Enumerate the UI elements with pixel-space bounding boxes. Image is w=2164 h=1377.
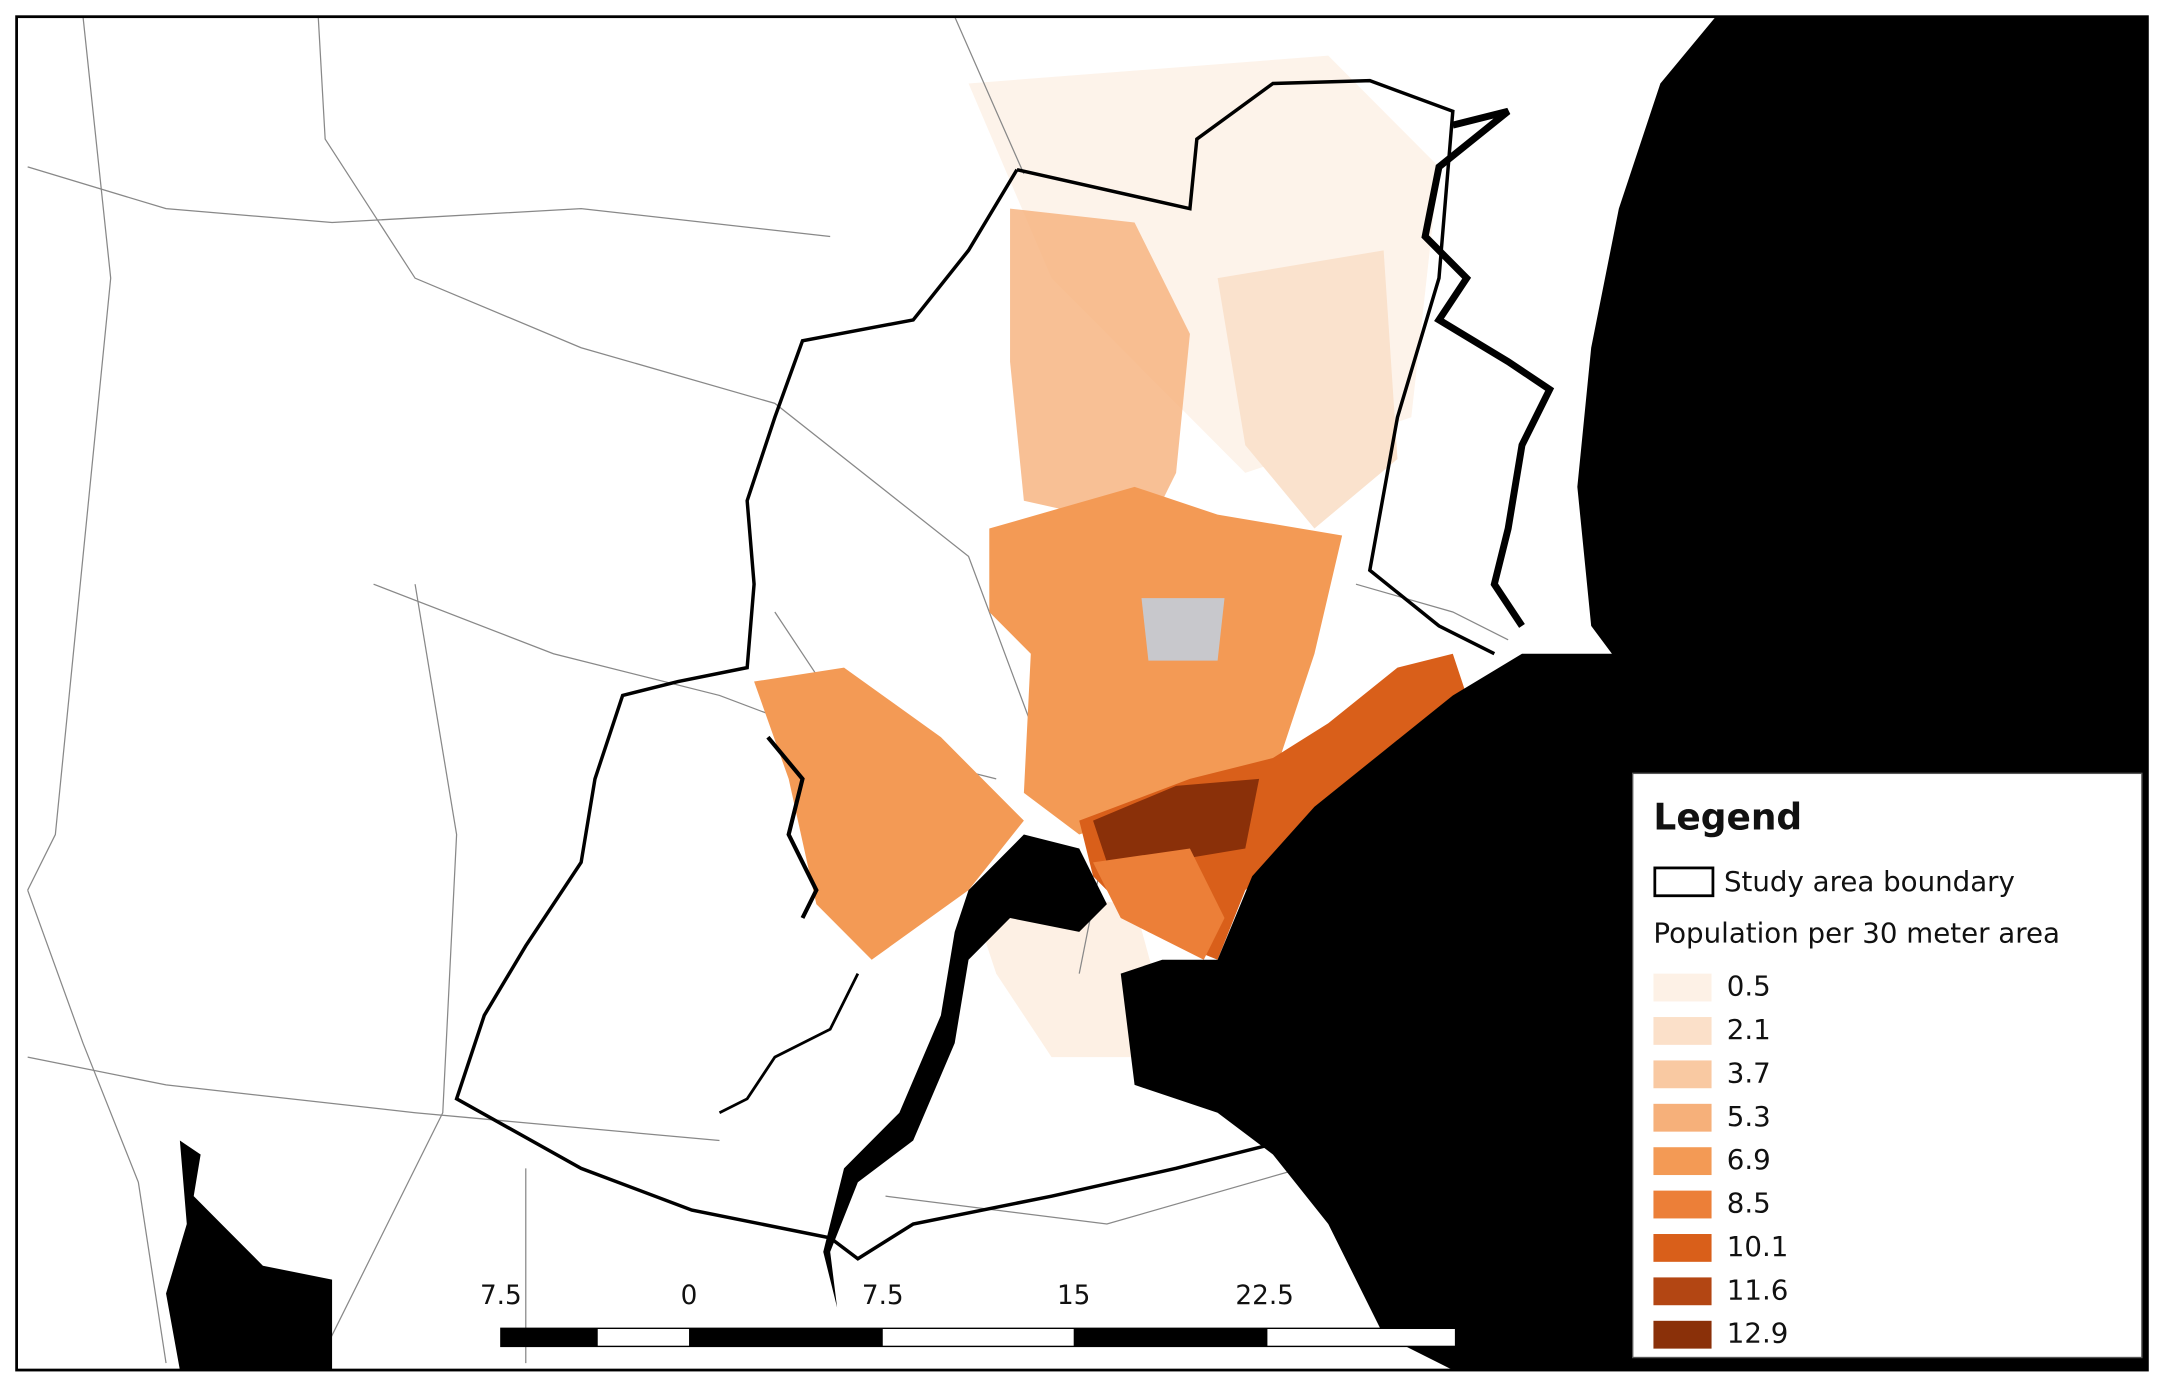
legend-class-label: 12.9 <box>1727 1317 1789 1350</box>
study-area-boundary <box>454 78 1496 1261</box>
scale-bar-label: 15 <box>1057 1281 1090 1311</box>
legend-class-label: 6.9 <box>1727 1143 1771 1176</box>
scale-bar-segment <box>500 1328 598 1347</box>
lake <box>166 1140 333 1371</box>
scale-bar-label: 7.5 <box>862 1281 904 1311</box>
legend-label: Population per 30 meter area <box>1653 917 2060 950</box>
roads <box>27 16 1509 1364</box>
legend-class-label: 5.3 <box>1727 1100 1771 1133</box>
legend-label: Study area boundary <box>1724 865 2015 898</box>
legend-swatch <box>1653 1060 1712 1089</box>
rural-settlement <box>1217 250 1398 529</box>
boundary-swatch <box>1653 866 1715 898</box>
legend-title: Legend <box>1653 796 1802 838</box>
rural-settlement <box>968 890 1177 1058</box>
scale-bar-segment <box>689 1328 883 1347</box>
legend-class-label: 8.5 <box>1727 1186 1771 1219</box>
estuary <box>823 834 1107 1308</box>
legend-class-label: 3.7 <box>1727 1056 1771 1089</box>
legend-swatch <box>1653 1147 1712 1176</box>
scale-bar: 7.5 0 7.5 15 22.5 <box>480 1281 1457 1348</box>
legend-class-label: 0.5 <box>1727 969 1771 1002</box>
legend-swatch <box>1653 1234 1712 1262</box>
map-frame <box>15 15 2149 1372</box>
urban-area <box>754 208 1467 960</box>
scale-bar-label: 7.5 <box>480 1281 522 1311</box>
legend-class-label: 10.1 <box>1727 1230 1789 1263</box>
scale-bar-frame <box>500 1327 1457 1348</box>
legend-swatch <box>1653 1103 1712 1132</box>
legend-swatch <box>1653 973 1712 1002</box>
legend-swatch <box>1653 1277 1712 1306</box>
legend-swatch <box>1653 1190 1712 1219</box>
legend-class-label: 11.6 <box>1727 1273 1789 1306</box>
legend-swatch <box>1653 1320 1712 1349</box>
scale-bar-label: 0 <box>681 1281 698 1311</box>
legend-class-label: 2.1 <box>1727 1013 1771 1046</box>
legend-box <box>1631 772 2143 1359</box>
scale-bar-label: 22.5 <box>1235 1281 1294 1311</box>
legend: Legend Study area boundary Population pe… <box>1631 772 2143 1359</box>
legend-swatch <box>1653 1017 1712 1045</box>
scale-bar-segment <box>1073 1328 1268 1347</box>
